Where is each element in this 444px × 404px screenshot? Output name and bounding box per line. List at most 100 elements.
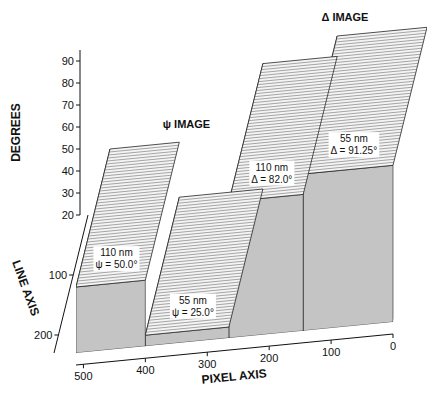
scan-line <box>244 134 318 141</box>
scan-line <box>104 166 173 173</box>
scan-line <box>241 146 315 153</box>
scan-line <box>258 77 332 84</box>
scan-line <box>100 181 169 188</box>
scan-line <box>251 104 325 111</box>
scan-line <box>256 86 330 93</box>
region-text: ψ = 50.0° <box>95 259 137 270</box>
scan-line <box>107 154 176 161</box>
block-top <box>229 56 337 201</box>
x-tick-label: 0 <box>390 340 396 352</box>
scan-line <box>91 220 160 227</box>
z-tick <box>76 61 80 62</box>
label-patch <box>93 246 139 271</box>
scan-line <box>253 95 327 102</box>
scan-line <box>102 175 171 182</box>
scan-line <box>96 199 165 206</box>
x-tick <box>207 352 208 356</box>
surface <box>76 27 427 353</box>
region-text: 110 nm <box>100 247 133 258</box>
scan-line <box>89 229 158 236</box>
z-tick-label: 80 <box>62 77 74 89</box>
scan-line <box>243 137 317 144</box>
scan-line <box>103 172 172 179</box>
scan-line <box>246 125 320 132</box>
scan-line <box>244 131 318 138</box>
scan-line <box>101 178 170 185</box>
scan-line <box>239 152 313 159</box>
scan-line <box>247 119 321 126</box>
z-tick <box>76 105 80 106</box>
scan-line <box>258 74 332 81</box>
scan-line <box>248 116 322 123</box>
scan-line <box>250 107 324 114</box>
scan-line <box>94 205 163 212</box>
z-tick <box>76 193 80 194</box>
z-tick <box>76 215 80 216</box>
image-title: Δ IMAGE <box>321 11 368 23</box>
block-top <box>76 142 179 287</box>
scan-line <box>100 184 169 191</box>
scan-line <box>97 196 166 203</box>
scan-line <box>261 62 335 69</box>
region-label: 110 nmΔ = 82.0° <box>249 161 294 186</box>
label-patch <box>329 132 380 157</box>
scan-line <box>87 235 156 242</box>
y-tick-label: 200 <box>34 329 52 341</box>
scan-line <box>261 65 335 72</box>
label-patch <box>249 161 294 186</box>
scan-line <box>257 80 331 87</box>
scan-line <box>86 238 155 245</box>
region-text: 55 nm <box>340 133 368 144</box>
scan-line <box>253 98 327 105</box>
x-tick-label: 100 <box>322 346 340 358</box>
labels: 110 nmψ = 50.0°55 nmψ = 25.0°110 nmΔ = 8… <box>93 11 379 318</box>
z-tick-label: 70 <box>62 99 74 111</box>
scan-line <box>240 149 314 156</box>
scan-line <box>98 190 167 197</box>
scan-line <box>93 211 162 218</box>
scan-line <box>77 274 146 281</box>
x-tick <box>393 334 394 338</box>
scan-line <box>92 217 161 224</box>
region-label: 55 nmΔ = 91.25° <box>329 132 380 157</box>
x-tick-label: 500 <box>74 370 92 382</box>
scan-line <box>99 187 168 194</box>
scan-line <box>109 148 178 155</box>
region-text: Δ = 91.25° <box>331 145 378 156</box>
region-text: Δ = 82.0° <box>251 174 292 185</box>
block <box>76 142 179 353</box>
z-tick-label: 90 <box>62 55 74 67</box>
y-tick <box>69 275 73 276</box>
block-top <box>145 189 263 335</box>
region-label: 110 nmψ = 50.0° <box>93 246 139 271</box>
z-tick-label: 30 <box>62 187 74 199</box>
scan-line <box>304 162 394 171</box>
z-tick <box>76 127 80 128</box>
y-tick <box>54 335 58 336</box>
block-front <box>76 280 145 353</box>
scan-line <box>103 169 172 176</box>
scan-line <box>109 145 178 152</box>
scan-line <box>259 71 333 78</box>
scan-line <box>106 157 175 164</box>
scan-line <box>108 151 177 158</box>
scan-line <box>260 68 334 75</box>
scan-line <box>256 83 330 90</box>
label-patch <box>170 294 216 319</box>
x-axis-title: PIXEL AXIS <box>201 366 267 386</box>
scan-line <box>262 59 336 66</box>
block <box>145 189 263 346</box>
scan-line <box>245 128 319 135</box>
scan-line <box>94 208 163 215</box>
scan-line <box>242 140 316 147</box>
scan-line <box>95 202 164 209</box>
scan-line <box>254 92 328 99</box>
image-title: ψ IMAGE <box>163 118 210 130</box>
scan-line <box>97 193 166 200</box>
scan-line <box>88 232 157 239</box>
z-tick <box>76 83 80 84</box>
x-tick <box>145 358 146 362</box>
y-tick-label: 100 <box>49 269 67 281</box>
region-text: ψ = 25.0° <box>172 307 214 318</box>
scan-line <box>105 163 174 170</box>
